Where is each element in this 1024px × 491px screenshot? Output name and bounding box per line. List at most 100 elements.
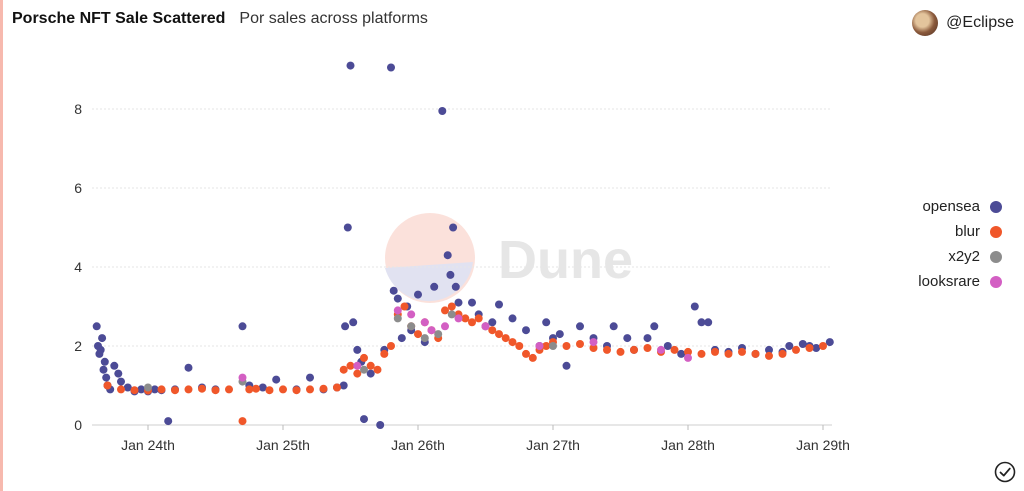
point-blur[interactable] [765, 351, 773, 360]
point-blur[interactable] [346, 361, 355, 370]
point-opensea[interactable] [785, 342, 794, 350]
point-opensea[interactable] [114, 369, 123, 378]
point-x2y2[interactable] [393, 314, 402, 323]
point-opensea[interactable] [366, 369, 375, 378]
point-opensea[interactable] [414, 290, 422, 299]
point-looksrare[interactable] [238, 373, 247, 382]
point-blur[interactable] [488, 326, 497, 335]
point-looksrare[interactable] [684, 353, 692, 362]
point-blur[interactable] [225, 385, 233, 394]
point-opensea[interactable] [102, 373, 111, 382]
point-opensea[interactable] [272, 375, 281, 384]
point-opensea[interactable] [100, 357, 109, 366]
point-blur[interactable] [643, 344, 652, 352]
point-blur[interactable] [724, 349, 733, 358]
point-opensea[interactable] [765, 345, 773, 354]
point-opensea[interactable] [258, 383, 267, 392]
point-blur[interactable] [360, 353, 368, 362]
point-blur[interactable] [333, 383, 341, 392]
point-opensea[interactable] [98, 334, 107, 343]
point-opensea[interactable] [393, 294, 402, 303]
point-opensea[interactable] [389, 286, 398, 295]
point-blur[interactable] [184, 385, 193, 394]
point-blur[interactable] [387, 342, 395, 350]
point-blur[interactable] [400, 302, 409, 311]
point-opensea[interactable] [137, 385, 146, 394]
point-x2y2[interactable] [549, 342, 557, 350]
point-looksrare[interactable] [427, 326, 436, 335]
point-opensea[interactable] [495, 300, 503, 309]
point-blur[interactable] [103, 381, 112, 390]
point-opensea[interactable] [677, 349, 686, 358]
point-blur[interactable] [171, 386, 179, 395]
check-circle-icon[interactable] [994, 461, 1016, 483]
point-blur[interactable] [279, 385, 287, 394]
point-blur[interactable] [738, 347, 746, 356]
point-blur[interactable] [603, 345, 611, 354]
point-looksrare[interactable] [407, 310, 416, 319]
point-blur[interactable] [630, 345, 638, 354]
legend-item-x2y2[interactable]: x2y2 [918, 248, 1002, 265]
point-x2y2[interactable] [407, 322, 416, 331]
point-opensea[interactable] [397, 334, 406, 343]
point-opensea[interactable] [449, 223, 458, 232]
point-looksrare[interactable] [589, 338, 598, 347]
point-opensea[interactable] [446, 270, 455, 279]
point-opensea[interactable] [164, 417, 173, 426]
point-opensea[interactable] [663, 342, 672, 350]
point-blur[interactable] [562, 342, 571, 350]
point-blur[interactable] [778, 349, 787, 358]
legend-item-looksrare[interactable]: looksrare [918, 273, 1002, 290]
point-opensea[interactable] [353, 345, 362, 354]
point-blur[interactable] [198, 384, 206, 393]
point-blur[interactable] [319, 384, 328, 393]
point-blur[interactable] [792, 345, 800, 354]
point-opensea[interactable] [704, 318, 713, 327]
point-opensea[interactable] [92, 322, 101, 331]
avatar[interactable] [912, 10, 939, 36]
point-blur[interactable] [616, 347, 625, 356]
point-blur[interactable] [339, 365, 348, 374]
point-x2y2[interactable] [360, 365, 368, 374]
point-opensea[interactable] [488, 318, 497, 327]
point-blur[interactable] [306, 385, 314, 394]
point-blur[interactable] [589, 344, 598, 352]
point-opensea[interactable] [609, 322, 618, 331]
point-blur[interactable] [373, 365, 382, 374]
point-blur[interactable] [414, 330, 422, 339]
point-looksrare[interactable] [393, 306, 402, 315]
point-opensea[interactable] [798, 340, 807, 348]
point-blur[interactable] [474, 314, 483, 323]
point-opensea[interactable] [238, 322, 247, 331]
point-blur[interactable] [380, 349, 389, 358]
point-opensea[interactable] [508, 314, 517, 323]
point-opensea[interactable] [443, 251, 452, 260]
point-blur[interactable] [522, 349, 530, 358]
point-opensea[interactable] [690, 302, 699, 311]
point-x2y2[interactable] [447, 310, 456, 319]
point-looksrare[interactable] [441, 322, 449, 331]
point-opensea[interactable] [650, 322, 659, 331]
point-blur[interactable] [495, 330, 503, 339]
point-opensea[interactable] [451, 282, 460, 291]
point-opensea[interactable] [438, 107, 447, 115]
point-opensea[interactable] [341, 322, 350, 331]
point-looksrare[interactable] [535, 342, 544, 350]
point-looksrare[interactable] [454, 314, 463, 323]
point-blur[interactable] [238, 417, 247, 426]
point-opensea[interactable] [812, 344, 821, 352]
point-opensea[interactable] [349, 318, 358, 327]
point-opensea[interactable] [110, 361, 119, 370]
point-x2y2[interactable] [144, 383, 152, 392]
point-blur[interactable] [117, 385, 125, 394]
point-blur[interactable] [819, 342, 827, 350]
point-opensea[interactable] [339, 381, 348, 390]
point-opensea[interactable] [643, 334, 652, 343]
point-opensea[interactable] [542, 318, 551, 327]
point-opensea[interactable] [96, 345, 105, 354]
point-opensea[interactable] [117, 377, 125, 386]
point-opensea[interactable] [306, 373, 314, 382]
point-blur[interactable] [501, 334, 510, 343]
point-blur[interactable] [515, 342, 524, 350]
point-opensea[interactable] [150, 385, 159, 394]
